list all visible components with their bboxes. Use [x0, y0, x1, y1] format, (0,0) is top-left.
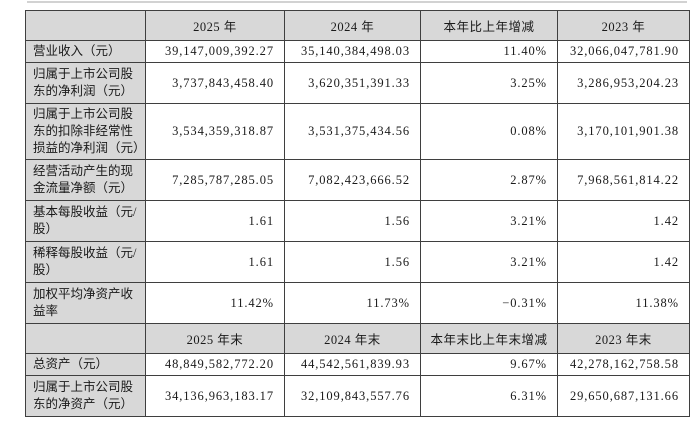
table-header-annual: 2025 年 2024 年 本年比上年增减 2023 年	[25, 10, 690, 41]
header-cell-year-end-change: 本年末比上年末增减	[420, 323, 558, 354]
header-cell-2023: 2023 年	[557, 10, 690, 41]
header-cell-empty	[25, 323, 146, 354]
value-cell: 7,082,423,666.52	[284, 159, 421, 201]
value-cell: 3,737,843,458.40	[145, 62, 285, 104]
row-label: 经营活动产生的现金流量净额（元）	[25, 159, 146, 201]
value-cell: 29,650,687,131.66	[557, 375, 690, 417]
value-cell: 11.42%	[145, 282, 285, 324]
value-cell: 1.56	[284, 241, 421, 283]
header-cell-empty	[25, 10, 146, 41]
header-cell-2025: 2025 年	[145, 10, 285, 41]
value-cell: 3,534,359,318.87	[145, 103, 285, 160]
header-cell-2024: 2024 年	[284, 10, 421, 41]
value-cell: 35,140,384,498.03	[284, 40, 421, 63]
header-cell-yoy-change: 本年比上年增减	[420, 10, 558, 41]
value-cell: 34,136,963,183.17	[145, 375, 285, 417]
value-cell: 1.61	[145, 200, 285, 242]
value-cell: 3,170,101,901.38	[557, 103, 690, 160]
header-cell-2023-end: 2023 年末	[557, 323, 690, 354]
financial-summary-table: 2025 年 2024 年 本年比上年增减 2023 年 营业收入（元） 39,…	[25, 10, 690, 417]
value-cell: 7,285,787,285.05	[145, 159, 285, 201]
row-label: 归属于上市公司股东的扣除非经常性损益的净利润（元）	[25, 103, 146, 160]
value-cell: 3.21%	[420, 200, 558, 242]
value-cell: 7,968,561,814.22	[557, 159, 690, 201]
value-cell: 2.87%	[420, 159, 558, 201]
top-divider	[27, 1, 687, 3]
value-cell: 11.38%	[557, 282, 690, 324]
table-row-basic-eps: 基本每股收益（元/股） 1.61 1.56 3.21% 1.42	[25, 200, 690, 242]
value-cell: 1.42	[557, 241, 690, 283]
table-row-weighted-avg-roe: 加权平均净资产收益率 11.42% 11.73% −0.31% 11.38%	[25, 282, 690, 324]
table-row-operating-cash-flow: 经营活动产生的现金流量净额（元） 7,285,787,285.05 7,082,…	[25, 159, 690, 201]
row-label: 基本每股收益（元/股）	[25, 200, 146, 242]
value-cell: 3.25%	[420, 62, 558, 104]
table-row-total-assets: 总资产（元） 48,849,582,772.20 44,542,561,839.…	[25, 353, 690, 376]
table-row-revenue: 营业收入（元） 39,147,009,392.27 35,140,384,498…	[25, 40, 690, 63]
table-row-diluted-eps: 稀释每股收益（元/股） 1.61 1.56 3.21% 1.42	[25, 241, 690, 283]
value-cell: 48,849,582,772.20	[145, 353, 285, 376]
value-cell: 3,531,375,434.56	[284, 103, 421, 160]
table-header-year-end: 2025 年末 2024 年末 本年末比上年末增减 2023 年末	[25, 323, 690, 354]
table-row-net-profit: 归属于上市公司股东的净利润（元） 3,737,843,458.40 3,620,…	[25, 62, 690, 104]
value-cell: −0.31%	[420, 282, 558, 324]
value-cell: 32,109,843,557.76	[284, 375, 421, 417]
table-row-net-profit-excl-nonrecurring: 归属于上市公司股东的扣除非经常性损益的净利润（元） 3,534,359,318.…	[25, 103, 690, 160]
value-cell: 1.56	[284, 200, 421, 242]
row-label: 总资产（元）	[25, 353, 146, 376]
row-label: 归属于上市公司股东的净资产（元）	[25, 375, 146, 417]
header-cell-2024-end: 2024 年末	[284, 323, 421, 354]
value-cell: 3,620,351,391.33	[284, 62, 421, 104]
row-label: 稀释每股收益（元/股）	[25, 241, 146, 283]
value-cell: 42,278,162,758.58	[557, 353, 690, 376]
value-cell: 11.40%	[420, 40, 558, 63]
value-cell: 0.08%	[420, 103, 558, 160]
value-cell: 44,542,561,839.93	[284, 353, 421, 376]
row-label: 归属于上市公司股东的净利润（元）	[25, 62, 146, 104]
header-cell-2025-end: 2025 年末	[145, 323, 285, 354]
table-row-net-assets: 归属于上市公司股东的净资产（元） 34,136,963,183.17 32,10…	[25, 375, 690, 417]
value-cell: 11.73%	[284, 282, 421, 324]
value-cell: 3.21%	[420, 241, 558, 283]
value-cell: 6.31%	[420, 375, 558, 417]
value-cell: 3,286,953,204.23	[557, 62, 690, 104]
row-label: 营业收入（元）	[25, 40, 146, 63]
value-cell: 39,147,009,392.27	[145, 40, 285, 63]
value-cell: 1.42	[557, 200, 690, 242]
value-cell: 32,066,047,781.90	[557, 40, 690, 63]
row-label: 加权平均净资产收益率	[25, 282, 146, 324]
value-cell: 9.67%	[420, 353, 558, 376]
value-cell: 1.61	[145, 241, 285, 283]
